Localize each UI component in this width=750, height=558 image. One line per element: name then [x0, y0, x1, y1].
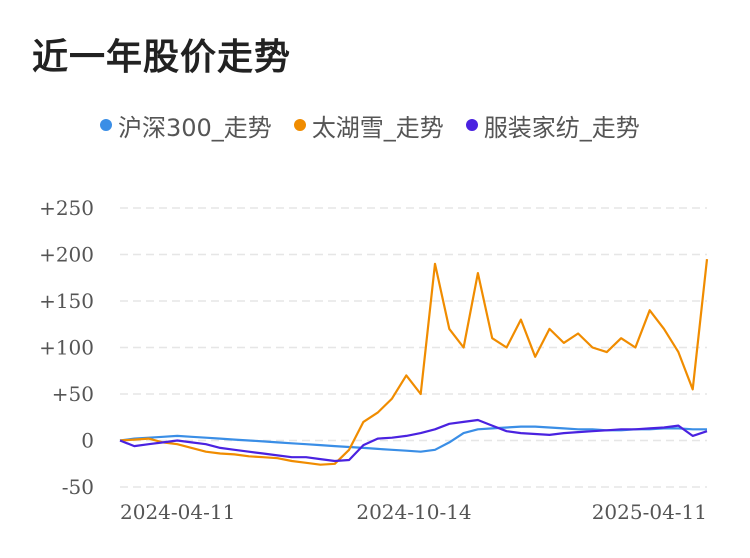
series-line-1: [119, 258, 709, 466]
chart-title: 近一年股价走势: [32, 37, 292, 78]
legend-item-fzjf[interactable]: 服装家纺_走势: [465, 108, 640, 143]
y-tick-label: +50: [52, 382, 94, 406]
legend-item-taihuxue[interactable]: 太湖雪_走势: [293, 108, 444, 143]
series-line-2: [119, 418, 708, 463]
y-tick-label: +200: [39, 243, 94, 267]
y-tick-label: 0: [81, 429, 94, 453]
x-tick-label: 2024-10-14: [356, 500, 471, 524]
legend-label: 服装家纺_走势: [483, 113, 640, 142]
legend-dot-icon: [100, 119, 112, 131]
y-tick-label: +150: [39, 289, 94, 313]
y-tick-label: +100: [39, 336, 94, 360]
x-tick-label: 2025-04-11: [592, 500, 707, 524]
legend-label: 沪深300_走势: [118, 113, 272, 142]
y-tick-label: +250: [39, 196, 94, 220]
legend-label: 太湖雪_走势: [311, 113, 444, 142]
x-tick-label: 2024-04-11: [120, 500, 235, 524]
chart-legend: 沪深300_走势 太湖雪_走势 服装家纺_走势: [100, 108, 662, 143]
y-tick-label: -50: [62, 475, 94, 499]
legend-dot-icon: [293, 119, 306, 131]
legend-item-hs300[interactable]: 沪深300_走势: [100, 108, 272, 143]
legend-dot-icon: [465, 119, 478, 131]
